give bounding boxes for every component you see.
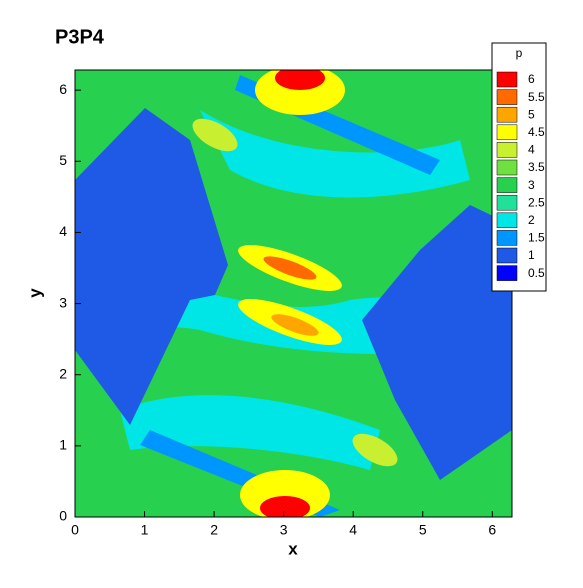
x-tick-label: 1 <box>141 522 149 538</box>
y-axis-label: y <box>25 288 44 298</box>
x-tick-label: 0 <box>71 522 79 538</box>
legend-title: p <box>516 46 523 60</box>
legend-swatch <box>496 265 518 281</box>
legend-swatch <box>496 106 518 123</box>
plot-frame <box>74 69 513 518</box>
x-tick-label: 4 <box>349 522 357 538</box>
legend-label: 3 <box>528 178 535 192</box>
y-tick-label: 3 <box>59 294 67 310</box>
legend-label: 5.5 <box>528 90 545 104</box>
chart-title: P3P4 <box>55 26 105 48</box>
legend-swatch <box>496 89 518 105</box>
legend-label: 4.5 <box>528 125 545 139</box>
y-tick-label: 6 <box>59 81 67 97</box>
x-tick-label: 2 <box>210 522 218 538</box>
legend-label: 5 <box>528 107 535 121</box>
legend-label: 0.5 <box>528 266 545 280</box>
contour-field <box>75 70 512 517</box>
legend-swatch <box>496 159 518 176</box>
legend-swatch <box>496 124 518 141</box>
legend-label: 1 <box>528 248 535 262</box>
y-tick-label: 1 <box>59 437 67 453</box>
legend-swatch <box>496 142 518 158</box>
x-axis-label: x <box>288 539 298 558</box>
y-tick-label: 4 <box>59 223 67 239</box>
legend-label: 3.5 <box>528 160 545 174</box>
legend-swatch <box>496 177 518 193</box>
legend-swatch <box>496 230 518 246</box>
legend-swatch <box>496 71 518 88</box>
legend-label: 2.5 <box>528 195 545 209</box>
legend-label: 6 <box>528 72 535 86</box>
x-tick-label: 6 <box>488 522 496 538</box>
legend-label: 1.5 <box>528 231 545 245</box>
y-tick-label: 5 <box>59 152 67 168</box>
legend-label: 4 <box>528 143 535 157</box>
legend-swatch <box>496 194 518 211</box>
y-tick-label: 2 <box>59 365 67 381</box>
x-tick-label: 5 <box>419 522 427 538</box>
legend-swatch <box>496 212 518 229</box>
x-tick-label: 3 <box>280 522 288 538</box>
y-tick-label: 0 <box>59 508 67 524</box>
legend-label: 2 <box>528 213 535 227</box>
legend-swatch <box>496 247 518 264</box>
